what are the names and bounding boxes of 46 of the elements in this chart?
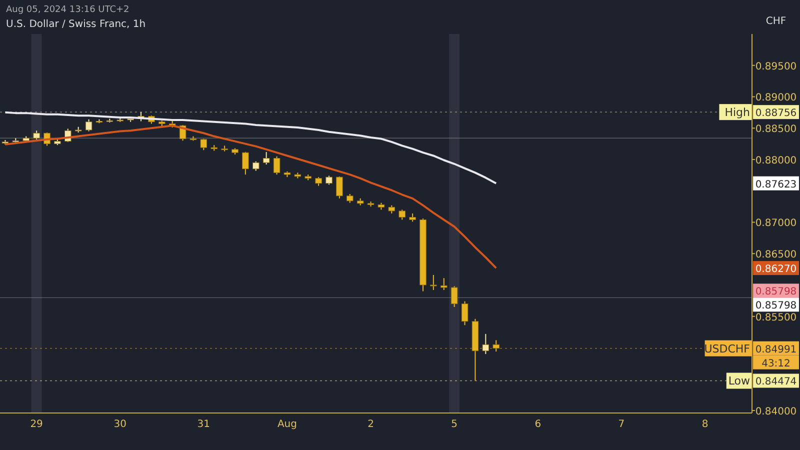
y-tick-label: 0.87000 bbox=[755, 218, 797, 230]
candlestick bbox=[336, 176, 343, 199]
candlestick bbox=[482, 333, 490, 355]
y-tick-label: 0.84000 bbox=[755, 406, 797, 418]
candlestick bbox=[85, 118, 92, 132]
text: 0.87623 bbox=[755, 179, 797, 190]
chart-subtitle: Aug 05, 2024 13:16 UTC+2 bbox=[6, 5, 130, 15]
text: 0.85798 bbox=[755, 300, 797, 312]
x-tick-label: 5 bbox=[451, 419, 458, 430]
candlestick bbox=[262, 151, 270, 166]
ref-line-label: Low bbox=[728, 374, 750, 388]
y-tick-label: 0.89000 bbox=[755, 92, 797, 104]
candlestick bbox=[273, 156, 280, 176]
candlestick bbox=[242, 151, 249, 176]
candlestick bbox=[430, 274, 437, 291]
text: 0.84991 bbox=[755, 344, 797, 356]
x-tick-label: 2 bbox=[368, 419, 374, 430]
candlestick bbox=[440, 278, 448, 291]
x-tick-label: 8 bbox=[702, 419, 708, 430]
ref-line-label: USDCHF bbox=[704, 342, 750, 356]
candlestick bbox=[492, 340, 500, 352]
y-tick-label: 0.89500 bbox=[755, 61, 797, 72]
text: 0.84474 bbox=[755, 376, 797, 388]
candlestick bbox=[450, 286, 458, 308]
text: 43:12 bbox=[762, 358, 790, 370]
x-tick-label: 7 bbox=[618, 419, 625, 430]
text: 0.88756 bbox=[755, 108, 797, 120]
candlestick bbox=[398, 209, 406, 220]
candlestick bbox=[461, 300, 468, 326]
chart-title: U.S. Dollar / Swiss Franc, 1h bbox=[6, 19, 146, 30]
y-tick-label: 0.88000 bbox=[755, 155, 797, 166]
y-tick-label: 0.86500 bbox=[755, 250, 797, 261]
text: 0.86270 bbox=[755, 264, 797, 276]
x-tick-label: 30 bbox=[114, 419, 126, 430]
x-tick-label: 31 bbox=[197, 419, 210, 430]
x-tick-label: 29 bbox=[30, 419, 43, 430]
x-tick-label: 6 bbox=[534, 419, 542, 430]
text: 0.85798 bbox=[755, 286, 797, 298]
y-tick-label: 0.88500 bbox=[755, 124, 797, 136]
line-series bbox=[4, 124, 498, 270]
candlestick bbox=[252, 160, 260, 172]
line-series bbox=[4, 111, 498, 184]
y-tick-label: 0.85500 bbox=[755, 312, 797, 324]
ref-line-label: High bbox=[724, 106, 750, 120]
x-tick-label: Aug bbox=[277, 419, 297, 430]
y-axis-title: CHF bbox=[766, 16, 786, 27]
